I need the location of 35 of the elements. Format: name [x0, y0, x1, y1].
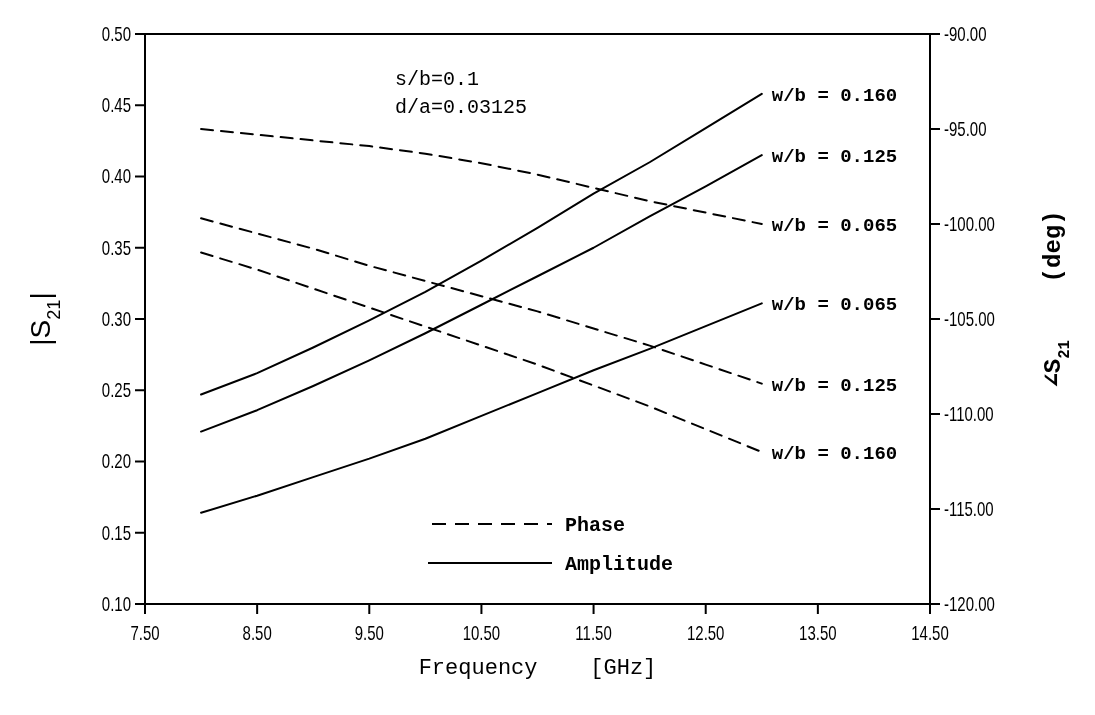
- series-label: w/b = 0.125: [771, 146, 898, 169]
- y2-tick-label: -100.00: [944, 212, 995, 236]
- series-label: w/b = 0.160: [771, 84, 898, 107]
- annotation: Amplitude: [565, 553, 674, 576]
- series-label: w/b = 0.065: [771, 294, 898, 317]
- y-tick-label: 0.10: [101, 592, 132, 616]
- x-tick-label: 12.50: [686, 621, 725, 645]
- x-tick-label: 8.50: [242, 621, 272, 645]
- annotation: s/b=0.1: [395, 68, 480, 91]
- y2-tick-label: -120.00: [944, 592, 995, 616]
- x-tick-label: 9.50: [354, 621, 385, 645]
- x-tick-label: 11.50: [575, 621, 612, 645]
- x-tick-label: 14.50: [911, 621, 949, 645]
- y-tick-label: 0.25: [101, 379, 132, 402]
- y-tick-label: 0.50: [101, 22, 132, 46]
- y2-tick-label: -95.00: [944, 117, 987, 141]
- y2-tick-label: -105.00: [944, 307, 995, 331]
- annotation: d/a=0.03125: [395, 96, 528, 119]
- y-tick-label: 0.40: [101, 165, 132, 189]
- y-tick-label: 0.15: [101, 521, 132, 545]
- y-tick-label: 0.20: [101, 450, 132, 474]
- y-tick-label: 0.30: [101, 307, 132, 331]
- x-axis-title: Frequency [GHz]: [418, 656, 657, 681]
- y2-tick-label: -90.00: [944, 22, 987, 46]
- x-tick-label: 7.50: [130, 621, 160, 645]
- y2-tick-label: -110.00: [944, 402, 994, 426]
- x-tick-label: 10.50: [462, 621, 501, 645]
- y-tick-label: 0.45: [101, 94, 132, 117]
- y-tick-label: 0.35: [101, 236, 132, 260]
- y2-tick-label: -115.00: [944, 497, 994, 521]
- series-label: w/b = 0.125: [771, 374, 898, 397]
- series-label: w/b = 0.065: [771, 215, 898, 237]
- annotation: Phase: [565, 514, 626, 537]
- x-tick-label: 13.50: [799, 621, 837, 645]
- series-label: w/b = 0.160: [771, 443, 898, 465]
